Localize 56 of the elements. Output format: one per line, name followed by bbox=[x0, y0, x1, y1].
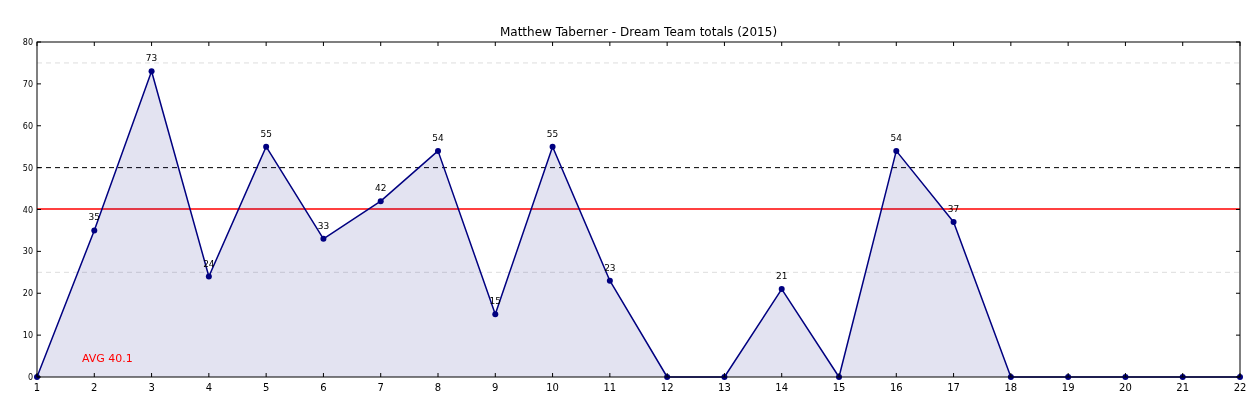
point bbox=[377, 198, 384, 205]
x-tick-label: 12 bbox=[660, 382, 674, 393]
x-tick-label: 16 bbox=[889, 382, 903, 393]
point bbox=[549, 143, 556, 150]
y-tick-label: 0 bbox=[27, 373, 33, 382]
point bbox=[893, 147, 900, 154]
point bbox=[91, 227, 98, 234]
point bbox=[435, 147, 441, 154]
y-tick-label: 50 bbox=[22, 163, 33, 173]
x-tick-label: 1 bbox=[33, 382, 41, 393]
y-tick-label: 40 bbox=[22, 205, 33, 215]
y-tick-label: 30 bbox=[22, 247, 33, 257]
x-tick-label: 11 bbox=[603, 382, 617, 393]
data-label: 55 bbox=[260, 128, 272, 139]
x-tick-label: 2 bbox=[91, 382, 98, 393]
x-tick-label: 18 bbox=[1004, 382, 1018, 393]
x-tick-label: 5 bbox=[262, 382, 270, 393]
point bbox=[320, 235, 327, 242]
x-tick-label: 6 bbox=[320, 382, 327, 393]
ref-line-label: AVG 40.1 bbox=[82, 352, 133, 365]
x-tick-label: 8 bbox=[434, 382, 442, 393]
point bbox=[606, 277, 613, 284]
data-label: 54 bbox=[432, 132, 444, 143]
y-tick-label: 10 bbox=[22, 331, 33, 341]
point bbox=[148, 68, 155, 75]
point bbox=[950, 219, 957, 226]
x-tick-label: 22 bbox=[1233, 382, 1247, 393]
x-tick-label: 14 bbox=[775, 382, 789, 393]
point bbox=[263, 143, 270, 150]
x-tick-label: 10 bbox=[546, 382, 559, 393]
point bbox=[778, 286, 785, 293]
data-label: 55 bbox=[546, 128, 559, 139]
point bbox=[492, 311, 499, 318]
x-tick-label: 20 bbox=[1119, 382, 1132, 393]
y-tick-label: 60 bbox=[22, 121, 33, 131]
chart-title: Matthew Taberner - Dream Team totals (2015) bbox=[499, 25, 778, 39]
x-tick-label: 21 bbox=[1176, 382, 1190, 393]
y-tick-label: 20 bbox=[22, 289, 33, 299]
x-tick-label: 9 bbox=[492, 382, 499, 393]
x-tick-label: 4 bbox=[205, 382, 213, 393]
data-label: 23 bbox=[604, 262, 616, 273]
y-tick-label: 70 bbox=[22, 79, 33, 89]
data-label: 33 bbox=[317, 220, 330, 231]
x-tick-label: 3 bbox=[148, 382, 155, 393]
data-label: 73 bbox=[145, 53, 158, 64]
x-tick-label: 7 bbox=[377, 382, 384, 393]
x-tick-label: 13 bbox=[718, 382, 731, 393]
x-tick-label: 15 bbox=[832, 382, 846, 393]
data-label: 21 bbox=[775, 271, 788, 282]
x-tick-label: 17 bbox=[947, 382, 960, 393]
data-label: 35 bbox=[88, 212, 101, 223]
data-label: 54 bbox=[890, 132, 903, 143]
data-label: 42 bbox=[374, 183, 387, 194]
y-tick-label: 80 bbox=[22, 38, 33, 47]
point bbox=[205, 273, 212, 280]
x-tick-label: 19 bbox=[1061, 382, 1075, 393]
